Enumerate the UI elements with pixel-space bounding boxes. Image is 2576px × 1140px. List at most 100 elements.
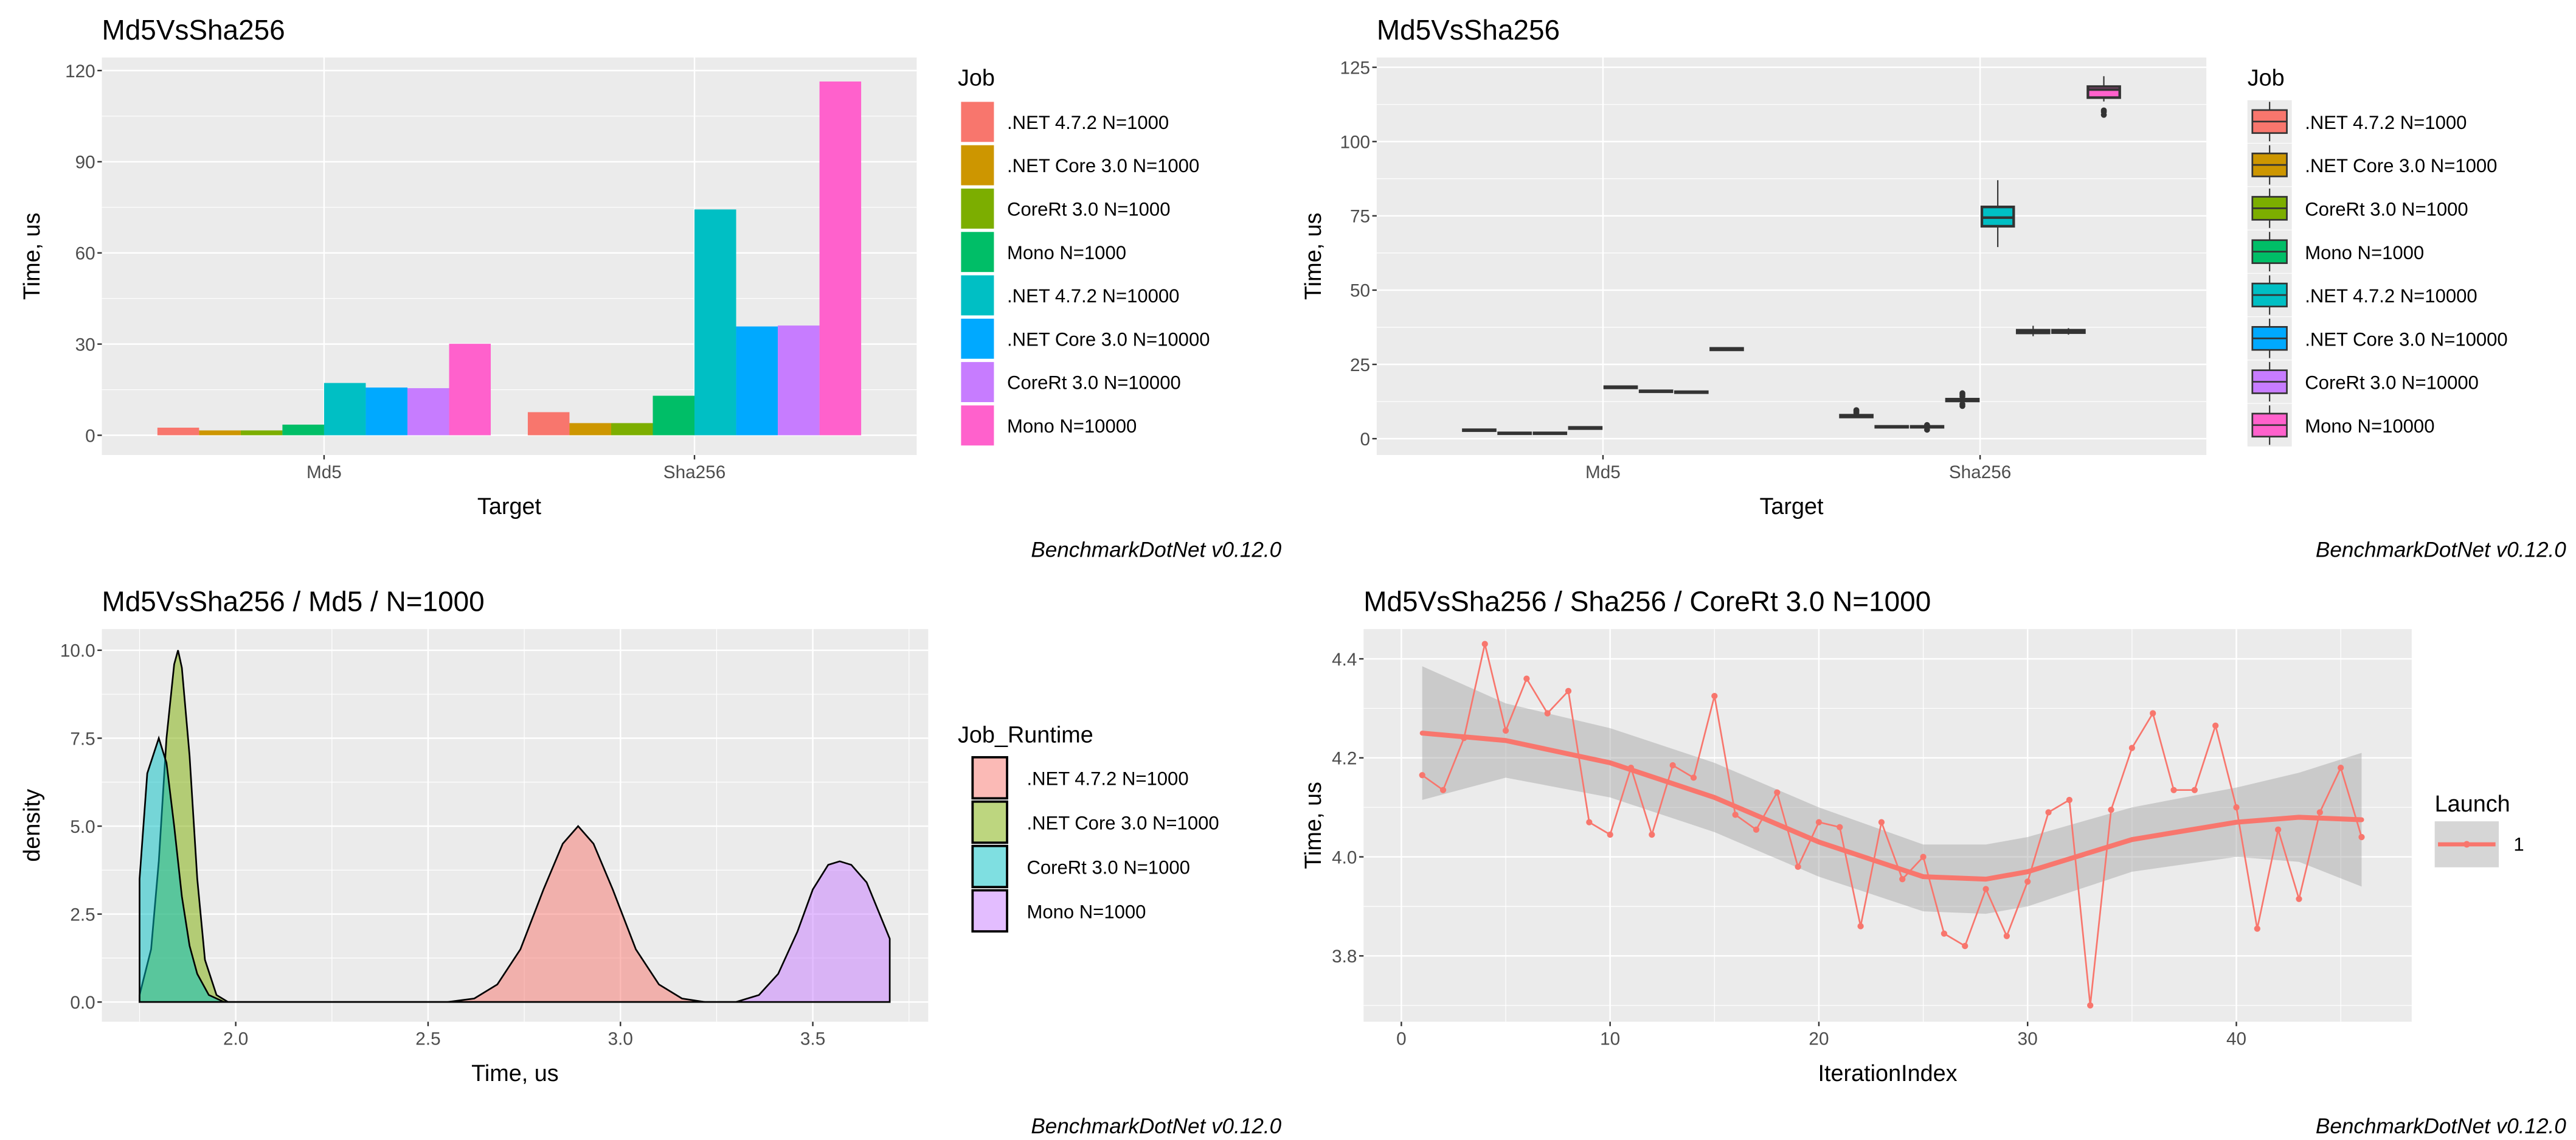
x-tick-label: Sha256 (663, 462, 725, 482)
y-tick-label: 3.8 (1332, 947, 1357, 967)
legend-label: .NET Core 3.0 N=10000 (2305, 328, 2507, 350)
chart-title: Md5VsSha256 (1377, 14, 1560, 46)
boxplot (1568, 426, 1603, 430)
data-point (2358, 833, 2365, 841)
y-tick-label: 0 (85, 426, 95, 446)
data-point (1419, 772, 1425, 779)
bar (653, 395, 695, 436)
boxplot (1603, 385, 1638, 389)
y-tick-label: 75 (1350, 207, 1370, 227)
bar (324, 383, 366, 436)
legend-label: .NET 4.7.2 N=1000 (1027, 768, 1188, 790)
iteration-line-chart-panel: Md5VsSha256 / Sha256 / CoreRt 3.0 N=1000… (1301, 586, 2566, 1139)
data-point (2233, 804, 2240, 811)
boxplot (2086, 76, 2121, 118)
bar (282, 425, 324, 436)
x-axis-title: IterationIndex (1818, 1061, 1958, 1086)
legend-label: .NET Core 3.0 N=1000 (2305, 155, 2497, 176)
boxplot (1674, 390, 1709, 394)
legend-key (961, 362, 994, 403)
legend-label: .NET 4.7.2 N=10000 (2305, 285, 2477, 307)
legend-title: Job (2248, 65, 2285, 91)
y-tick-label: 10.0 (60, 641, 95, 661)
outlier-point (1959, 390, 1965, 397)
y-tick-label: 90 (75, 153, 95, 173)
y-tick-label: 50 (1350, 281, 1370, 301)
y-axis-title: density (19, 789, 45, 862)
x-tick-label: 0 (1396, 1029, 1407, 1049)
legend-title: Job_Runtime (958, 723, 1093, 748)
data-point (1502, 727, 1509, 734)
legend-label: .NET 4.7.2 N=10000 (1007, 285, 1179, 307)
outlier-point (2100, 107, 2107, 114)
data-point (1690, 774, 1697, 781)
y-tick-label: 0 (1360, 429, 1371, 450)
density-area (139, 860, 891, 1003)
legend-label: CoreRt 3.0 N=1000 (1007, 199, 1170, 220)
legend-label: .NET Core 3.0 N=10000 (1007, 328, 1210, 350)
boxplot (1532, 431, 1568, 436)
data-point (2254, 925, 2260, 932)
legend-label: .NET Core 3.0 N=1000 (1007, 155, 1199, 176)
outlier-point (1924, 422, 1930, 428)
caption: BenchmarkDotNet v0.12.0 (1031, 538, 1281, 561)
y-tick-label: 5.0 (70, 817, 95, 837)
confidence-band (1422, 666, 2362, 914)
legend-label: Mono N=1000 (1007, 242, 1126, 263)
boxplot (1839, 407, 1874, 419)
x-axis-title: Target (477, 494, 542, 520)
y-tick-label: 60 (75, 244, 95, 264)
data-point (1711, 692, 1718, 700)
boxplot (1462, 428, 1497, 433)
x-tick-label: 3.5 (800, 1029, 825, 1049)
bar (449, 344, 491, 436)
bar (611, 423, 653, 436)
legend-label: Mono N=1000 (1027, 901, 1146, 922)
data-point (1439, 787, 1447, 793)
x-tick-label: Sha256 (1949, 462, 2011, 482)
boxplot (1874, 425, 1909, 429)
y-axis-title: Time, us (19, 213, 45, 300)
caption: BenchmarkDotNet v0.12.0 (2316, 1114, 2566, 1138)
data-point (1941, 930, 1948, 937)
x-tick-label: 3.0 (608, 1029, 633, 1049)
legend-label: CoreRt 3.0 N=1000 (1027, 857, 1189, 878)
data-point (1544, 710, 1551, 717)
legend-label: Mono N=1000 (2305, 242, 2424, 263)
data-point (2003, 933, 2010, 939)
boxplot (1497, 431, 1532, 436)
data-point (1523, 675, 1530, 682)
boxplot (2051, 328, 2086, 335)
bar-chart-panel: Md5VsSha256 0 30 60 90 120 Md5 Sha256 Target Time… (19, 14, 1282, 562)
boxplot (1980, 180, 2015, 248)
y-tick-label: 4.0 (1332, 847, 1357, 867)
legend-key (961, 275, 994, 316)
data-point (1899, 876, 1906, 883)
data-point (2108, 807, 2114, 813)
data-point (1649, 831, 1655, 838)
legend-key (961, 405, 994, 446)
legend-key (971, 756, 1008, 800)
caption: BenchmarkDotNet v0.12.0 (2316, 538, 2566, 561)
legend-key (961, 318, 994, 359)
data-point (1920, 853, 1927, 860)
data-point (2150, 710, 2156, 717)
data-point (1795, 863, 1801, 870)
data-point (1857, 923, 1864, 930)
data-point (2045, 809, 2052, 816)
chart-title: Md5VsSha256 / Sha256 / CoreRt 3.0 N=1000 (1363, 586, 1931, 617)
legend-label: CoreRt 3.0 N=10000 (1007, 372, 1181, 394)
x-tick-label: 30 (2018, 1029, 2038, 1049)
data-point (1607, 831, 1613, 838)
legend-key (961, 102, 994, 142)
y-tick-label: 25 (1350, 355, 1370, 375)
chart-title: Md5VsSha256 / Md5 / N=1000 (102, 586, 484, 617)
y-tick-label: 4.2 (1332, 749, 1357, 769)
data-point (1962, 942, 1968, 950)
smooth-line (1419, 731, 2364, 882)
outlier-point (1959, 401, 1965, 408)
data-point (1774, 789, 1781, 796)
bar (819, 81, 862, 436)
x-tick-label: 10 (1600, 1029, 1620, 1049)
